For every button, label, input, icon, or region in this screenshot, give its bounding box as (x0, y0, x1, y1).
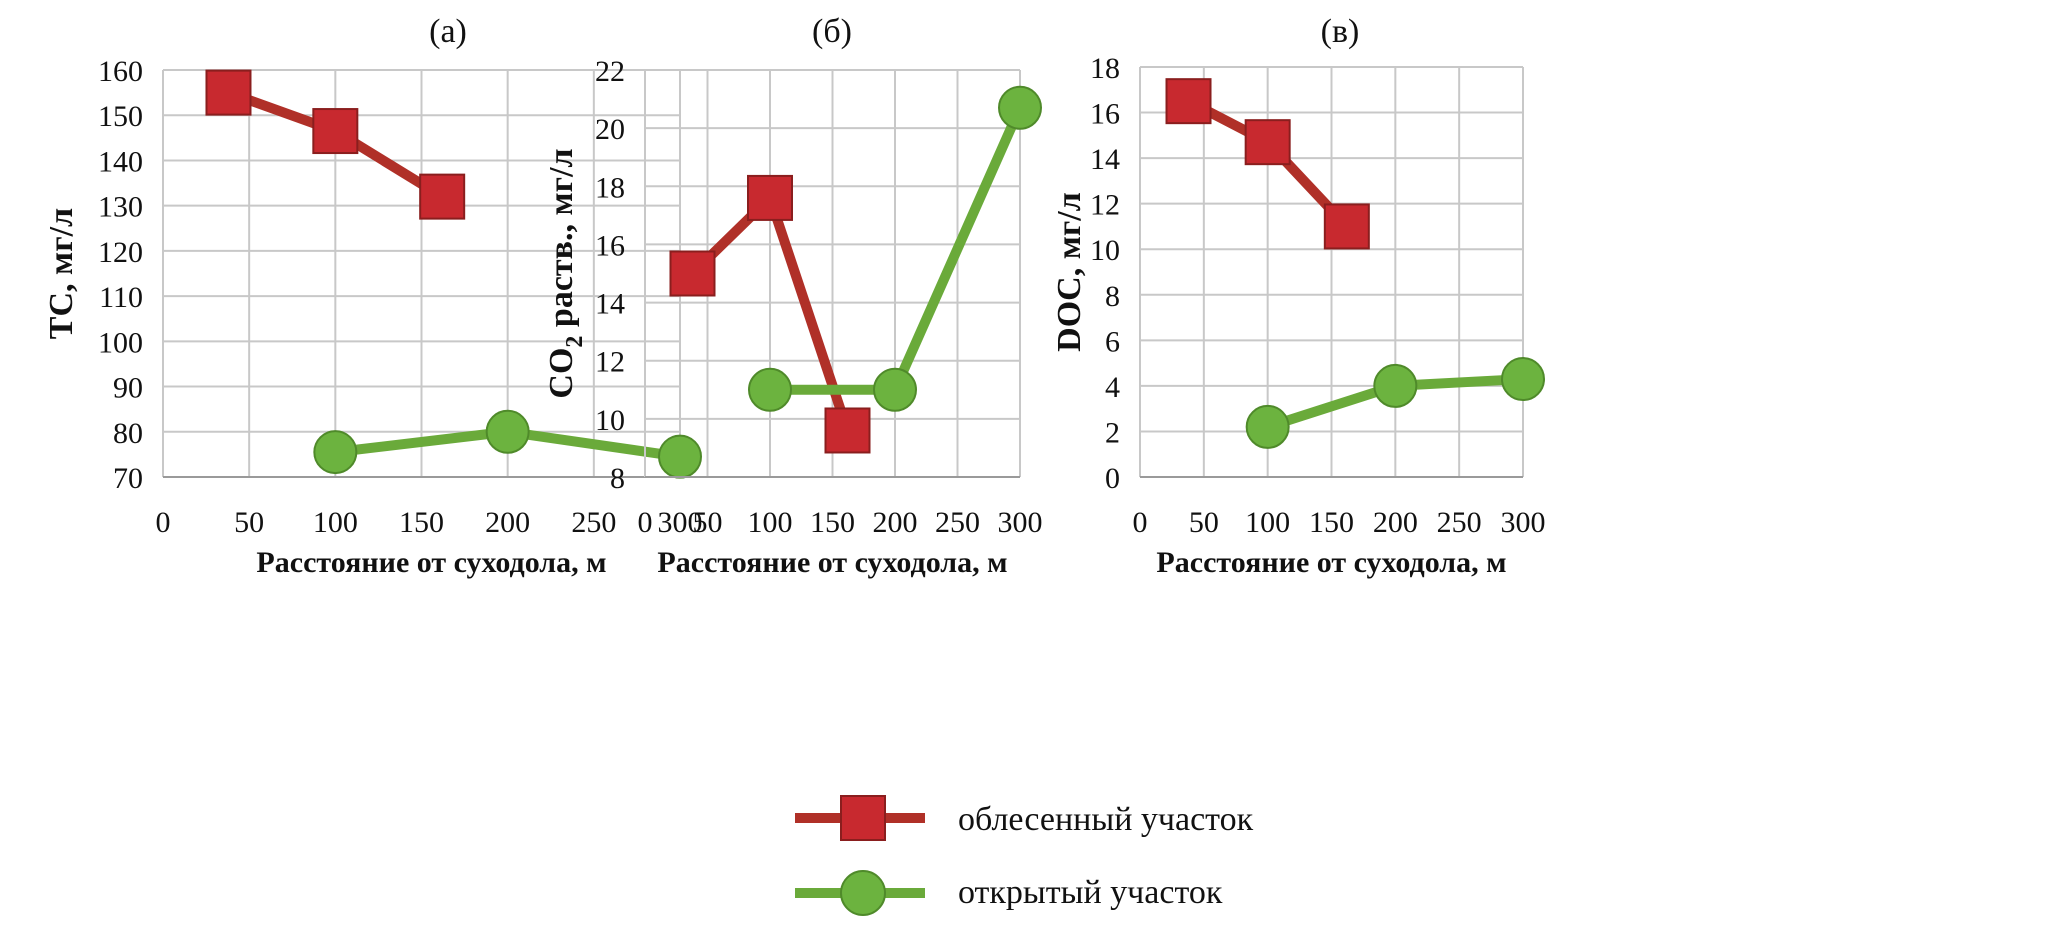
x-tick-label: 300 (998, 506, 1043, 539)
x-axis-label: Расстояние от суходола, м (657, 546, 1007, 579)
data-point-square (205, 69, 252, 116)
legend-label-open: открытый участок (958, 874, 1223, 911)
x-tick-label: 50 (693, 506, 723, 539)
y-tick-label: 8 (1105, 280, 1120, 313)
data-point-square (747, 174, 793, 221)
chart-panel-1: 0 50 100 150 200 250 300 8 10 12 14 16 18 20 22 (б) Расс… (543, 13, 1043, 579)
y-tick-label: 10 (1090, 234, 1120, 267)
x-tick-label: 150 (810, 506, 855, 539)
y-tick-label: 0 (1105, 462, 1120, 495)
y-tick-label: 110 (99, 281, 143, 314)
x-tick-label: 150 (1309, 506, 1354, 539)
x-tick-label: 200 (485, 506, 530, 539)
x-tick-label: 200 (1373, 506, 1418, 539)
chart-panel-0: 0 50 100 150 200 250 3007080901001101201301401… (43, 13, 703, 579)
y-tick-label: 16 (595, 229, 625, 262)
data-point-square (1244, 119, 1291, 166)
data-point-circle (658, 434, 702, 479)
x-tick-label: 0 (638, 506, 653, 539)
x-tick-label: 250 (935, 506, 980, 539)
data-point-square (312, 108, 359, 155)
data-point-square (1323, 203, 1370, 250)
y-tick-label: 16 (1090, 98, 1120, 131)
y-tick-label: 2 (1105, 416, 1120, 449)
x-tick-label: 100 (748, 506, 793, 539)
data-point-circle (873, 367, 917, 412)
x-tick-label: 0 (1133, 506, 1148, 539)
x-axis-label: Расстояние от суходола, м (1156, 546, 1506, 579)
data-point-square (824, 407, 871, 454)
charts-group: 0 50 100 150 200 250 3007080901001101201301401… (43, 13, 1546, 579)
y-tick-label: 130 (98, 191, 143, 224)
x-tick-label: 300 (1501, 506, 1546, 539)
y-tick-label: 150 (98, 100, 143, 133)
y-tick-label: 18 (1090, 52, 1120, 85)
legend: облесенный участок открытый участок (795, 795, 1254, 916)
y-tick-label: 22 (595, 55, 625, 88)
legend-item-open: открытый участок (795, 870, 1223, 916)
data-point-circle (748, 367, 792, 412)
y-tick-label: 12 (595, 346, 625, 379)
x-axis-label: Расстояние от суходола, м (256, 546, 606, 579)
x-tick-label: 100 (1245, 506, 1290, 539)
data-point-square (1165, 78, 1212, 125)
x-tick-label: 0 (156, 506, 171, 539)
y-tick-label: 80 (113, 417, 143, 450)
data-point-circle (1373, 363, 1418, 408)
y-axis-label: TC, мг/л (43, 208, 80, 339)
legend-item-forested: облесенный участок (795, 795, 1254, 841)
y-tick-label: 4 (1105, 371, 1120, 404)
y-tick-label: 14 (1090, 143, 1120, 176)
y-axis-label: CO2 раств., мг/л (543, 148, 588, 398)
y-tick-label: 12 (1090, 189, 1120, 222)
data-point-square (419, 173, 466, 220)
legend-marker-circle (840, 870, 886, 916)
data-point-circle (313, 430, 358, 475)
x-tick-label: 200 (873, 506, 918, 539)
chart-panel-2: 0 50 100 150 200 250 300 0 2 4 6 8 10 12 14 16 18 (в) Расс… (1051, 13, 1546, 579)
x-tick-label: 150 (399, 506, 444, 539)
x-tick-label: 50 (1189, 506, 1219, 539)
x-tick-label: 250 (1437, 506, 1482, 539)
y-tick-label: 20 (595, 113, 625, 146)
y-tick-label: 70 (113, 462, 143, 495)
x-tick-label: 100 (313, 506, 358, 539)
y-tick-label: 90 (113, 372, 143, 405)
y-tick-label: 6 (1105, 325, 1120, 358)
chart-title: (в) (1321, 13, 1360, 50)
y-tick-label: 10 (595, 404, 625, 437)
data-point-circle (485, 409, 530, 454)
data-point-circle (1501, 357, 1545, 402)
y-axis-label: DOC, мг/л (1051, 192, 1088, 352)
x-tick-label: 250 (571, 506, 616, 539)
y-tick-label: 160 (98, 55, 143, 88)
chart-title: (б) (812, 13, 852, 50)
x-tick-label: 300 (658, 506, 703, 539)
legend-label-forested: облесенный участок (958, 801, 1254, 838)
data-point-circle (998, 85, 1042, 130)
x-tick-label: 50 (234, 506, 264, 539)
y-tick-label: 8 (610, 462, 625, 495)
data-point-circle (1245, 404, 1290, 449)
y-tick-label: 140 (98, 145, 143, 178)
y-tick-label: 100 (98, 326, 143, 359)
y-tick-label: 120 (98, 236, 143, 269)
chart-title: (a) (429, 13, 467, 50)
y-tick-label: 14 (595, 288, 625, 321)
data-point-square (669, 250, 716, 297)
legend-marker-square (840, 795, 886, 841)
y-tick-label: 18 (595, 171, 625, 204)
